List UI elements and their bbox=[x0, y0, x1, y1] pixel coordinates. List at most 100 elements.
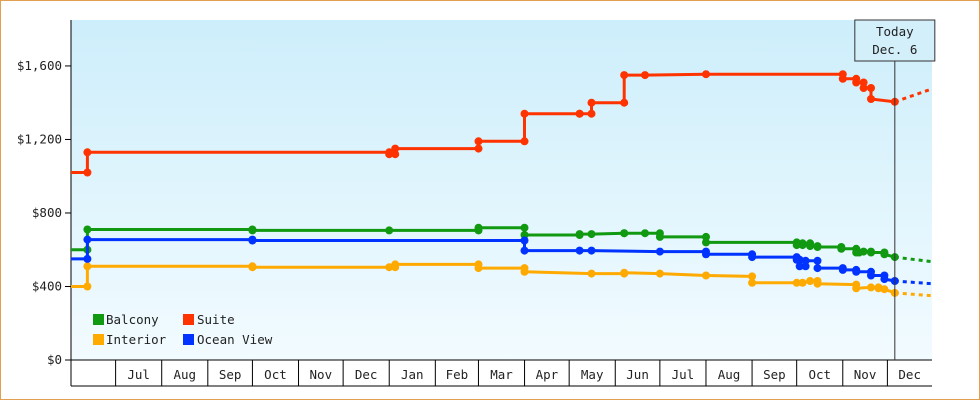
data-point-suite[interactable] bbox=[83, 168, 92, 177]
data-point-suite[interactable] bbox=[520, 109, 529, 118]
data-point-ocean-view[interactable] bbox=[83, 254, 92, 263]
data-point-interior[interactable] bbox=[520, 267, 529, 276]
data-point-suite[interactable] bbox=[391, 150, 400, 159]
data-point-ocean-view[interactable] bbox=[587, 246, 596, 255]
today-box bbox=[854, 19, 936, 62]
data-point-suite[interactable] bbox=[867, 84, 875, 92]
data-point-interior[interactable] bbox=[880, 285, 889, 294]
data-point-ocean-view[interactable] bbox=[702, 250, 710, 259]
data-point-interior[interactable] bbox=[620, 268, 629, 277]
data-point-ocean-view[interactable] bbox=[795, 262, 804, 271]
data-point-balcony[interactable] bbox=[248, 226, 257, 235]
legend-label-suite: Suite bbox=[197, 312, 235, 327]
data-point-interior[interactable] bbox=[702, 271, 710, 280]
x-tick-label: Aug bbox=[718, 367, 741, 382]
data-point-interior[interactable] bbox=[83, 282, 92, 291]
legend-label-interior: Interior bbox=[106, 332, 167, 347]
data-point-interior[interactable] bbox=[874, 284, 883, 293]
data-point-balcony[interactable] bbox=[474, 223, 483, 232]
data-point-balcony[interactable] bbox=[520, 231, 529, 239]
data-point-ocean-view[interactable] bbox=[655, 247, 664, 256]
data-point-suite[interactable] bbox=[838, 74, 847, 83]
projection-line-suite bbox=[894, 87, 933, 104]
data-point-ocean-view[interactable] bbox=[838, 265, 847, 274]
data-point-suite[interactable] bbox=[385, 150, 394, 159]
x-tick-label: Apr bbox=[536, 367, 559, 382]
data-point-balcony[interactable] bbox=[806, 242, 815, 251]
data-point-interior[interactable] bbox=[748, 278, 757, 287]
data-point-suite[interactable] bbox=[702, 70, 710, 79]
data-point-interior[interactable] bbox=[798, 278, 807, 287]
data-point-ocean-view[interactable] bbox=[801, 256, 810, 265]
legend-item-balcony[interactable]: Balcony bbox=[93, 312, 159, 327]
legend-item-ocean-view[interactable]: Ocean View bbox=[183, 332, 273, 347]
data-point-interior[interactable] bbox=[792, 278, 801, 287]
data-point-interior[interactable] bbox=[391, 260, 400, 269]
data-point-suite[interactable] bbox=[587, 109, 596, 118]
data-point-suite[interactable] bbox=[83, 148, 92, 157]
data-point-suite[interactable] bbox=[474, 137, 483, 146]
legend-item-suite[interactable]: Suite bbox=[183, 312, 235, 327]
data-point-interior[interactable] bbox=[385, 263, 394, 272]
data-point-balcony[interactable] bbox=[798, 239, 807, 248]
data-point-suite[interactable] bbox=[575, 109, 584, 118]
data-point-suite[interactable] bbox=[620, 98, 629, 107]
data-point-interior[interactable] bbox=[587, 269, 596, 278]
data-point-suite[interactable] bbox=[859, 84, 868, 92]
data-point-balcony[interactable] bbox=[880, 250, 889, 259]
x-tick-label: Dec bbox=[898, 367, 921, 382]
data-point-balcony[interactable] bbox=[867, 248, 875, 257]
data-point-interior[interactable] bbox=[83, 262, 92, 271]
data-point-ocean-view[interactable] bbox=[748, 253, 757, 262]
data-point-suite[interactable] bbox=[867, 95, 875, 103]
data-point-ocean-view[interactable] bbox=[880, 275, 889, 284]
data-point-suite[interactable] bbox=[859, 78, 868, 87]
data-point-ocean-view[interactable] bbox=[248, 236, 257, 245]
data-point-balcony[interactable] bbox=[641, 229, 649, 238]
data-point-interior[interactable] bbox=[813, 279, 822, 288]
data-point-ocean-view[interactable] bbox=[813, 264, 822, 273]
data-point-balcony[interactable] bbox=[575, 230, 584, 239]
data-point-suite[interactable] bbox=[587, 98, 596, 107]
data-point-ocean-view[interactable] bbox=[575, 246, 584, 255]
data-point-balcony[interactable] bbox=[83, 225, 92, 234]
data-point-suite[interactable] bbox=[620, 71, 629, 80]
data-point-ocean-view[interactable] bbox=[813, 256, 822, 265]
data-point-balcony[interactable] bbox=[520, 223, 529, 232]
data-point-balcony[interactable] bbox=[385, 226, 394, 235]
data-point-balcony[interactable] bbox=[702, 232, 710, 241]
today-label: Today bbox=[876, 24, 914, 39]
x-tick-label: Oct bbox=[264, 367, 287, 382]
series-balcony bbox=[71, 223, 933, 264]
today-marker: Today Dec. 6 bbox=[854, 19, 936, 360]
projection-line-ocean-view bbox=[894, 279, 933, 286]
data-point-ocean-view[interactable] bbox=[852, 267, 861, 276]
data-point-interior[interactable] bbox=[474, 264, 483, 273]
data-point-interior[interactable] bbox=[748, 272, 757, 281]
data-point-balcony[interactable] bbox=[655, 232, 664, 241]
legend-item-interior[interactable]: Interior bbox=[93, 332, 167, 347]
data-point-suite[interactable] bbox=[391, 144, 400, 153]
data-point-ocean-view[interactable] bbox=[801, 262, 810, 271]
data-point-ocean-view[interactable] bbox=[795, 255, 804, 264]
data-point-suite[interactable] bbox=[641, 71, 649, 80]
x-tick-label: Jun bbox=[626, 367, 649, 382]
data-point-balcony[interactable] bbox=[837, 244, 846, 253]
data-point-suite[interactable] bbox=[852, 78, 861, 87]
data-point-balcony[interactable] bbox=[587, 230, 596, 239]
data-point-balcony[interactable] bbox=[859, 247, 868, 256]
data-point-balcony[interactable] bbox=[813, 243, 822, 251]
data-point-ocean-view[interactable] bbox=[83, 235, 92, 244]
data-point-interior[interactable] bbox=[248, 263, 257, 272]
data-point-interior[interactable] bbox=[852, 284, 861, 293]
data-point-ocean-view[interactable] bbox=[520, 236, 529, 245]
data-point-suite[interactable] bbox=[474, 144, 483, 153]
data-point-balcony[interactable] bbox=[620, 229, 629, 238]
data-point-interior[interactable] bbox=[867, 283, 875, 292]
data-point-interior[interactable] bbox=[655, 269, 664, 278]
data-point-interior[interactable] bbox=[806, 277, 815, 285]
data-point-suite[interactable] bbox=[520, 137, 529, 146]
data-point-balcony[interactable] bbox=[702, 238, 710, 247]
data-point-ocean-view[interactable] bbox=[520, 246, 529, 255]
data-point-ocean-view[interactable] bbox=[867, 271, 875, 280]
